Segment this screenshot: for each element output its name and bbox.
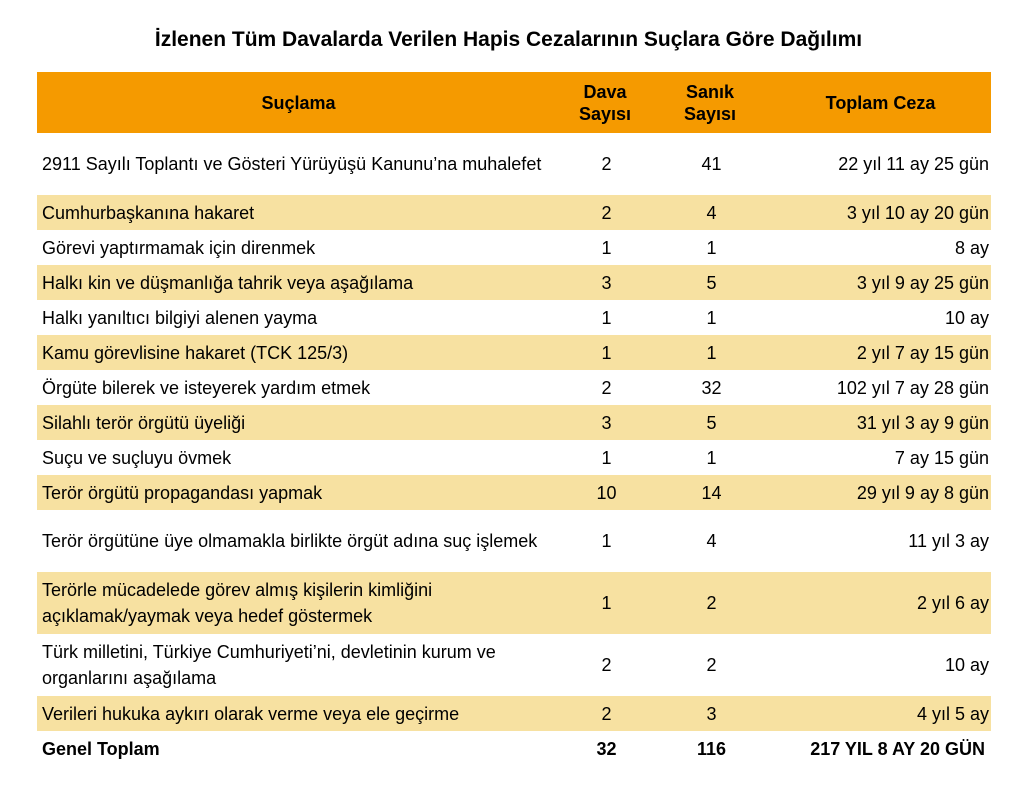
header-sentence: Toplam Ceza [770, 72, 991, 133]
table-row: Örgüte bilerek ve isteyerek yardım etmek… [37, 370, 991, 405]
cell-defendants: 2 [650, 572, 770, 634]
header-cases-label: Dava Sayısı [578, 81, 632, 124]
cell-sentence: 2 yıl 6 ay [770, 572, 991, 634]
cell-charge: Silahlı terör örgütü üyeliği [37, 405, 560, 440]
cell-defendants: 1 [706, 307, 717, 328]
cell-cases: 1 [560, 572, 650, 634]
total-row: Genel Toplam 32 116 217 YIL 8 AY 20 GÜN [37, 731, 991, 766]
cell-sentence: 22 yıl 11 ay 25 gün [838, 154, 989, 174]
cell-defendants: 1 [706, 237, 717, 258]
cell-defendants: 5 [650, 405, 770, 440]
cell-charge: Görevi yaptırmamak için direnmek [42, 237, 316, 258]
cell-charge: 2911 Sayılı Toplantı ve Gösteri Yürüyüşü… [42, 154, 542, 174]
table-row: Suçu ve suçluyu övmek 1 1 7 ay 15 gün [37, 440, 991, 475]
table-row: 2911 Sayılı Toplantı ve Gösteri Yürüyüşü… [37, 133, 991, 195]
cell-charge: Halkı kin ve düşmanlığa tahrik veya aşağ… [37, 265, 560, 300]
table-row: Verileri hukuka aykırı olarak verme veya… [37, 696, 991, 731]
header-cases: Dava Sayısı [560, 72, 650, 133]
cell-sentence: 8 ay [954, 237, 989, 258]
cell-charge: Kamu görevlisine hakaret (TCK 125/3) [37, 335, 560, 370]
cell-defendants: 4 [706, 531, 717, 551]
table-row: Silahlı terör örgütü üyeliği 3 5 31 yıl 3 a… [37, 405, 991, 440]
header-defendants-label: Sanık Sayısı [683, 81, 737, 124]
header-charge: Suçlama [37, 72, 560, 133]
cell-charge: Cumhurbaşkanına hakaret [37, 195, 560, 230]
cell-charge: Terörle mücadelede görev almış kişilerin… [37, 572, 560, 634]
cell-defendants: 5 [650, 265, 770, 300]
cell-charge: Terör örgütü propagandası yapmak [37, 475, 560, 510]
total-label: Genel Toplam [42, 738, 160, 759]
cell-cases: 2 [601, 655, 612, 675]
total-cases: 32 [596, 738, 617, 759]
table-row: Terör örgütüne üye olmamakla birlikte ör… [37, 510, 991, 572]
total-sentence: 217 YIL 8 AY 20 GÜN [810, 738, 985, 759]
page-title: İzlenen Tüm Davalarda Verilen Hapis Ceza… [154, 28, 863, 51]
table-row: Halkı kin ve düşmanlığa tahrik veya aşağ… [37, 265, 991, 300]
cell-cases: 1 [560, 335, 650, 370]
cell-defendants: 1 [706, 447, 717, 468]
cell-sentence: 10 ay [944, 307, 989, 328]
cell-cases: 1 [601, 447, 612, 468]
cell-defendants: 2 [706, 655, 717, 675]
cell-defendants: 1 [650, 335, 770, 370]
cell-charge: Örgüte bilerek ve isteyerek yardım etmek [42, 377, 371, 398]
cell-cases: 1 [601, 237, 612, 258]
cell-cases: 2 [601, 154, 612, 174]
cell-sentence: 7 ay 15 gün [894, 447, 989, 468]
cell-charge: Halkı yanıltıcı bilgiyi alenen yayma [42, 307, 318, 328]
cell-charge: Verileri hukuka aykırı olarak verme veya… [37, 696, 560, 731]
cell-sentence: 3 yıl 9 ay 25 gün [770, 265, 991, 300]
table-row: Cumhurbaşkanına hakaret 2 4 3 yıl 10 ay 20 … [37, 195, 991, 230]
cell-defendants: 4 [650, 195, 770, 230]
table-row: Kamu görevlisine hakaret (TCK 125/3) 1 1 2 … [37, 335, 991, 370]
cell-cases: 10 [560, 475, 650, 510]
total-defendants: 116 [696, 738, 727, 759]
sentences-table: Suçlama Dava Sayısı Sanık Sayısı Toplam … [37, 72, 991, 766]
cell-sentence: 10 ay [944, 655, 989, 675]
cell-defendants: 41 [701, 154, 722, 174]
cell-charge: Suçu ve suçluyu övmek [42, 447, 232, 468]
cell-sentence: 31 yıl 3 ay 9 gün [770, 405, 991, 440]
header-defendants: Sanık Sayısı [650, 72, 770, 133]
table-row: Halkı yanıltıcı bilgiyi alenen yayma 1 1 10… [37, 300, 991, 335]
cell-sentence: 102 yıl 7 ay 28 gün [836, 377, 989, 398]
cell-cases: 2 [560, 696, 650, 731]
cell-defendants: 32 [701, 377, 722, 398]
cell-cases: 1 [601, 531, 612, 551]
table-row: Türk milletini, Türkiye Cumhuriyeti’ni, … [37, 634, 991, 696]
cell-cases: 2 [560, 195, 650, 230]
cell-charge: Türk milletini, Türkiye Cumhuriyeti’ni, … [42, 642, 496, 688]
table-row: Terör örgütü propagandası yapmak 10 14 29 y… [37, 475, 991, 510]
cell-sentence: 4 yıl 5 ay [770, 696, 991, 731]
table-row: Terörle mücadelede görev almış kişilerin… [37, 572, 991, 634]
cell-defendants: 14 [650, 475, 770, 510]
cell-sentence: 3 yıl 10 ay 20 gün [770, 195, 991, 230]
cell-cases: 3 [560, 405, 650, 440]
cell-sentence: 2 yıl 7 ay 15 gün [770, 335, 991, 370]
table-row: Görevi yaptırmamak için direnmek 1 1 8 ay [37, 230, 991, 265]
cell-sentence: 29 yıl 9 ay 8 gün [770, 475, 991, 510]
cell-defendants: 3 [650, 696, 770, 731]
cell-cases: 1 [601, 307, 612, 328]
table-header: Suçlama Dava Sayısı Sanık Sayısı Toplam … [37, 72, 991, 133]
cell-cases: 3 [560, 265, 650, 300]
cell-sentence: 11 yıl 3 ay [908, 531, 989, 551]
cell-charge: Terör örgütüne üye olmamakla birlikte ör… [42, 531, 538, 551]
cell-cases: 2 [601, 377, 612, 398]
